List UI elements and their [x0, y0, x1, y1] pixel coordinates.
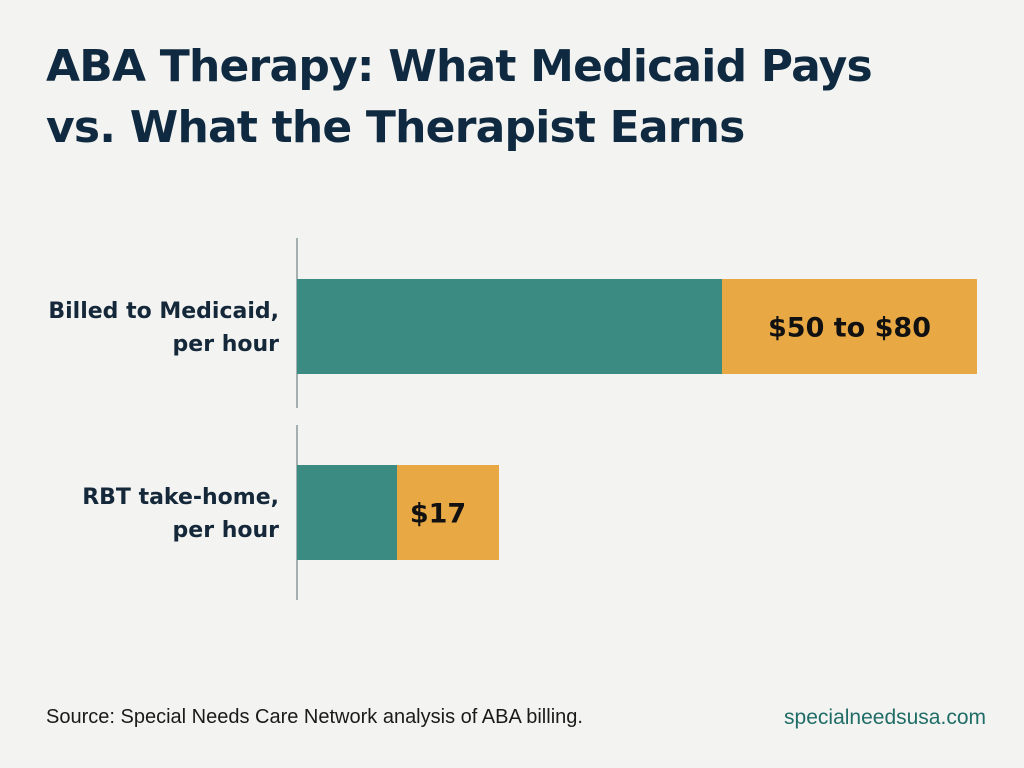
category-label-2-line-2: per hour: [173, 518, 280, 543]
value-label-2: $17: [410, 499, 466, 530]
site-credit: specialneedsusa.com: [784, 706, 986, 729]
chart-title-line-2: vs. What the Therapist Earns: [46, 102, 745, 153]
category-label-1-line-1: Billed to Medicaid,: [48, 299, 279, 324]
category-label-1-line-2: per hour: [173, 332, 280, 357]
value-label-1: $50 to $80: [768, 313, 931, 344]
bar-label-block-2: [397, 465, 499, 560]
bar-segment-1-2: [722, 279, 977, 374]
chart-title-line-1: ABA Therapy: What Medicaid Pays: [46, 41, 873, 92]
chart-title: ABA Therapy: What Medicaid Pays vs. What…: [46, 36, 986, 158]
bar-segment-1-1: [297, 279, 722, 374]
source-note: Source: Special Needs Care Network analy…: [46, 706, 583, 728]
category-label-2-line-1: RBT take-home,: [82, 485, 279, 510]
